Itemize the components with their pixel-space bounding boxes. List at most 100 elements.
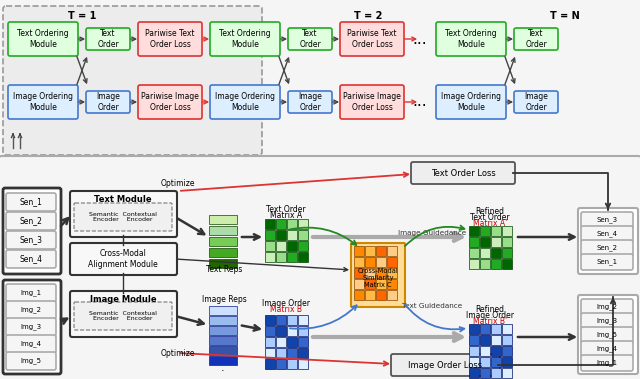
Bar xyxy=(298,315,308,325)
Text: Text Ordering
Module: Text Ordering Module xyxy=(17,29,69,49)
Text: Text Module: Text Module xyxy=(94,196,152,205)
Text: Semantic  Contextual
Encoder    Encoder: Semantic Contextual Encoder Encoder xyxy=(89,211,157,222)
Text: .: . xyxy=(221,363,225,373)
Bar xyxy=(287,241,297,251)
Text: Matrix A: Matrix A xyxy=(270,210,302,219)
FancyBboxPatch shape xyxy=(578,295,638,374)
Text: Refined: Refined xyxy=(476,207,504,216)
Bar xyxy=(287,326,297,336)
Bar xyxy=(265,315,275,325)
Text: Text
Order: Text Order xyxy=(525,29,547,49)
FancyBboxPatch shape xyxy=(581,212,633,228)
Text: ...: ... xyxy=(413,94,428,110)
FancyBboxPatch shape xyxy=(436,85,506,119)
FancyBboxPatch shape xyxy=(6,284,56,302)
Text: Cross-Modal
Similarity
Matrix C: Cross-Modal Similarity Matrix C xyxy=(358,268,398,288)
Text: Optimize: Optimize xyxy=(161,349,195,357)
Text: Matrix A’: Matrix A’ xyxy=(473,219,508,227)
Bar xyxy=(387,257,397,267)
Text: Cross-Modal
Alignment Module: Cross-Modal Alignment Module xyxy=(88,249,158,269)
Bar xyxy=(469,357,479,367)
Bar xyxy=(387,279,397,289)
FancyBboxPatch shape xyxy=(86,28,130,50)
Bar xyxy=(365,279,375,289)
Bar xyxy=(298,326,308,336)
Bar xyxy=(265,241,275,251)
Bar xyxy=(265,230,275,240)
Bar xyxy=(480,346,490,356)
FancyBboxPatch shape xyxy=(138,22,202,56)
FancyBboxPatch shape xyxy=(6,212,56,230)
Bar xyxy=(265,348,275,358)
Bar xyxy=(491,335,501,345)
FancyBboxPatch shape xyxy=(436,22,506,56)
Bar xyxy=(480,324,490,334)
Bar xyxy=(387,290,397,300)
Bar xyxy=(491,237,501,247)
Text: Sen_2: Sen_2 xyxy=(20,216,42,226)
FancyBboxPatch shape xyxy=(3,6,262,155)
FancyBboxPatch shape xyxy=(70,191,177,237)
Bar xyxy=(469,259,479,269)
FancyBboxPatch shape xyxy=(411,162,515,184)
Text: Image Ordering
Module: Image Ordering Module xyxy=(215,92,275,112)
Bar xyxy=(276,315,286,325)
Text: Sen_4: Sen_4 xyxy=(596,231,618,237)
Text: Image Order Loss: Image Order Loss xyxy=(408,360,482,370)
Bar xyxy=(276,348,286,358)
FancyBboxPatch shape xyxy=(210,85,280,119)
Bar xyxy=(298,348,308,358)
Bar xyxy=(469,346,479,356)
Bar xyxy=(276,252,286,262)
Bar xyxy=(276,241,286,251)
FancyBboxPatch shape xyxy=(581,299,633,315)
FancyBboxPatch shape xyxy=(138,85,202,119)
Bar xyxy=(209,336,237,345)
FancyBboxPatch shape xyxy=(74,302,172,330)
Bar xyxy=(354,279,364,289)
Bar xyxy=(502,226,512,236)
Text: Pariwise Image
Order Loss: Pariwise Image Order Loss xyxy=(343,92,401,112)
FancyBboxPatch shape xyxy=(70,243,177,275)
FancyBboxPatch shape xyxy=(70,291,177,337)
Text: Sen_1: Sen_1 xyxy=(596,258,618,265)
Text: Sen_3: Sen_3 xyxy=(596,217,618,223)
Bar xyxy=(209,215,237,224)
Bar xyxy=(491,259,501,269)
Bar xyxy=(209,306,237,315)
Bar xyxy=(469,237,479,247)
Text: Image Ordering
Module: Image Ordering Module xyxy=(13,92,73,112)
Bar xyxy=(276,219,286,229)
Bar xyxy=(209,356,237,365)
FancyBboxPatch shape xyxy=(6,301,56,319)
Bar xyxy=(480,237,490,247)
Text: Image Reps: Image Reps xyxy=(202,294,246,304)
Text: Img_2: Img_2 xyxy=(596,304,618,310)
Bar xyxy=(502,324,512,334)
Bar xyxy=(502,237,512,247)
FancyBboxPatch shape xyxy=(6,352,56,370)
Text: Text Order Loss: Text Order Loss xyxy=(431,169,495,177)
Text: Text Ordering
Module: Text Ordering Module xyxy=(445,29,497,49)
Bar xyxy=(354,290,364,300)
Text: Matrix B’: Matrix B’ xyxy=(473,316,507,326)
Text: Image Order: Image Order xyxy=(466,310,514,319)
Bar xyxy=(502,368,512,378)
Bar xyxy=(354,257,364,267)
Bar xyxy=(354,246,364,256)
Text: Img_3: Img_3 xyxy=(20,324,42,330)
Text: Pariwise Text
Order Loss: Pariwise Text Order Loss xyxy=(348,29,397,49)
FancyBboxPatch shape xyxy=(0,0,640,163)
Text: Text Reps: Text Reps xyxy=(206,266,242,274)
Bar xyxy=(469,226,479,236)
Bar xyxy=(276,230,286,240)
Bar xyxy=(491,226,501,236)
Bar xyxy=(376,279,386,289)
Bar xyxy=(480,357,490,367)
Bar xyxy=(502,248,512,258)
FancyBboxPatch shape xyxy=(340,85,404,119)
FancyBboxPatch shape xyxy=(6,231,56,249)
Bar xyxy=(491,324,501,334)
Text: Img_1: Img_1 xyxy=(20,290,42,296)
Bar xyxy=(209,248,237,257)
